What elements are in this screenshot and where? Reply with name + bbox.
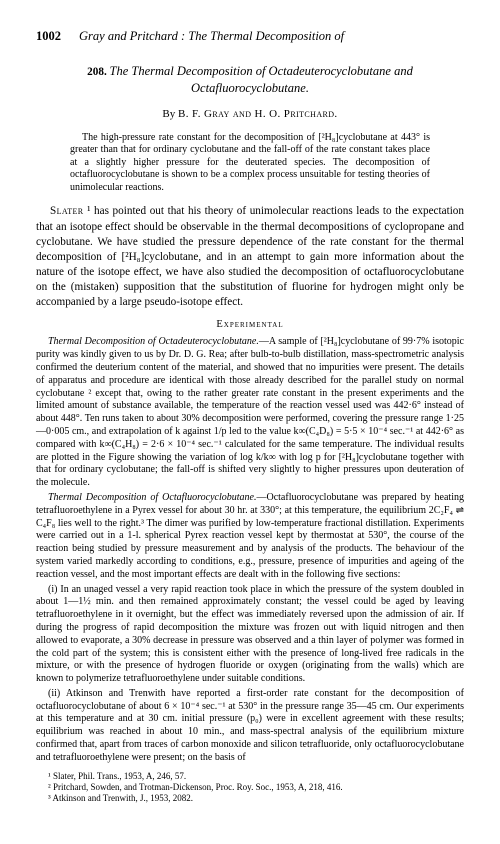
footnotes: ¹ Slater, Phil. Trans., 1953, A, 246, 57… xyxy=(36,771,464,805)
article-title: 208. The Thermal Decomposition of Octade… xyxy=(56,63,444,97)
abstract-text: The high-pressure rate constant for the … xyxy=(70,132,430,195)
footnote-1: ¹ Slater, Phil. Trans., 1953, A, 246, 57… xyxy=(36,771,464,782)
lead-author-ref: Slater xyxy=(50,205,84,217)
intro-text: ¹ has pointed out that his theory of uni… xyxy=(36,205,464,308)
intro-paragraph: Slater ¹ has pointed out that his theory… xyxy=(36,204,464,310)
running-head-text: Gray and Pritchard : The Thermal Decompo… xyxy=(79,28,344,45)
section-heading-experimental: Experimental xyxy=(36,318,464,332)
footnote-2: ² Pritchard, Sowden, and Trotman-Dickens… xyxy=(36,782,464,793)
page-number: 1002 xyxy=(36,28,61,45)
exp-runin-2: Thermal Decomposition of Octafluorocyclo… xyxy=(48,492,256,503)
abstract: The high-pressure rate constant for the … xyxy=(70,132,430,195)
exp-runin-1: Thermal Decomposition of Octadeuterocycl… xyxy=(48,336,259,347)
exp-para-3: (i) In an unaged vessel a very rapid rea… xyxy=(36,584,464,686)
experimental-section: Thermal Decomposition of Octadeuterocycl… xyxy=(36,336,464,764)
byline: By B. F. Gray and H. O. Pritchard. xyxy=(36,107,464,122)
running-header: 1002 Gray and Pritchard : The Thermal De… xyxy=(36,28,464,45)
byline-prefix: By xyxy=(162,108,175,120)
footnote-3: ³ Atkinson and Trenwith, J., 1953, 2082. xyxy=(36,793,464,804)
exp-text-1: —A sample of [²H₈]cyclobutane of 99·7% i… xyxy=(36,336,464,488)
title-line-2: Octafluorocyclobutane. xyxy=(191,81,309,95)
exp-text-2: —Octafluorocyclobutane was prepared by h… xyxy=(36,492,464,580)
exp-para-2: Thermal Decomposition of Octafluorocyclo… xyxy=(36,492,464,582)
exp-para-1: Thermal Decomposition of Octadeuterocycl… xyxy=(36,336,464,490)
title-line-1: The Thermal Decomposition of Octadeutero… xyxy=(110,64,413,78)
exp-para-4: (ii) Atkinson and Trenwith have reported… xyxy=(36,688,464,765)
author-names: B. F. Gray and H. O. Pritchard. xyxy=(178,108,338,120)
article-number: 208. xyxy=(87,66,107,78)
